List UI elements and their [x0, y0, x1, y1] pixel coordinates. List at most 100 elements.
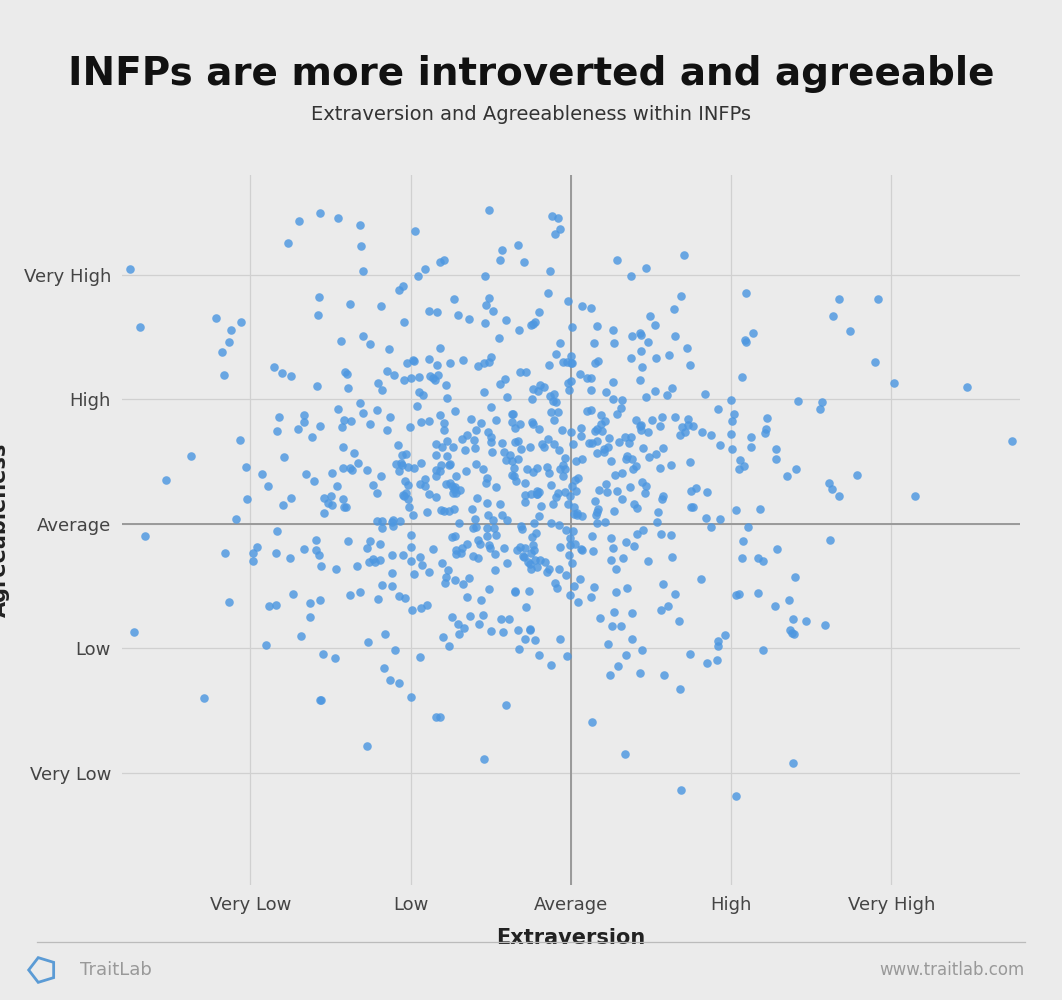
Point	[697, 386, 714, 402]
Point	[656, 667, 673, 683]
Point	[467, 440, 484, 456]
Point	[599, 636, 616, 652]
Point	[413, 455, 430, 471]
Point	[364, 477, 381, 493]
Point	[571, 366, 588, 382]
Point	[653, 491, 670, 507]
Point	[501, 447, 518, 463]
Point	[422, 368, 439, 384]
Point	[424, 541, 441, 557]
Point	[550, 442, 567, 458]
Point	[649, 514, 666, 530]
Point	[536, 439, 553, 455]
Point	[355, 328, 372, 344]
Point	[324, 465, 341, 481]
Point	[539, 431, 556, 447]
Point	[380, 341, 397, 357]
Point	[782, 622, 799, 638]
Point	[482, 623, 499, 639]
Point	[613, 400, 630, 416]
Point	[402, 553, 419, 569]
Point	[335, 439, 352, 455]
Point	[558, 522, 575, 538]
Point	[503, 406, 520, 422]
Point	[469, 550, 486, 566]
Point	[282, 490, 299, 506]
Point	[444, 609, 461, 625]
Point	[626, 538, 643, 554]
Point	[498, 312, 515, 328]
Point	[372, 552, 389, 568]
Point	[547, 226, 564, 242]
Point	[572, 541, 589, 557]
Point	[227, 511, 244, 527]
Point	[590, 482, 607, 498]
Point	[566, 472, 583, 488]
Point	[416, 261, 433, 277]
Point	[541, 561, 558, 577]
Point	[727, 502, 744, 518]
Point	[585, 543, 602, 559]
Point	[621, 435, 638, 451]
Point	[546, 436, 563, 452]
Point	[709, 401, 726, 417]
Point	[582, 382, 599, 398]
Point	[756, 425, 773, 441]
Point	[498, 389, 515, 405]
Point	[667, 586, 684, 602]
Point	[245, 553, 262, 569]
Point	[562, 537, 579, 553]
Point	[453, 431, 470, 447]
Point	[558, 567, 575, 583]
Point	[450, 626, 467, 642]
Point	[769, 541, 786, 557]
Text: INFPs are more introverted and agreeable: INFPs are more introverted and agreeable	[68, 55, 994, 93]
Point	[562, 348, 579, 364]
Point	[724, 441, 741, 457]
Point	[637, 485, 654, 501]
Point	[365, 551, 382, 567]
Point	[369, 402, 386, 418]
Point	[549, 210, 566, 226]
Point	[362, 416, 379, 432]
Point	[254, 466, 271, 482]
Point	[554, 457, 571, 473]
Point	[498, 452, 515, 468]
Point	[560, 293, 577, 309]
Text: www.traitlab.com: www.traitlab.com	[879, 961, 1025, 979]
Point	[480, 424, 497, 440]
Point	[463, 501, 480, 517]
Point	[358, 462, 375, 478]
Point	[311, 205, 328, 221]
Point	[386, 367, 402, 383]
Point	[526, 515, 543, 531]
Point	[521, 439, 538, 455]
Point	[400, 477, 417, 493]
Point	[683, 499, 700, 515]
Point	[513, 518, 530, 534]
Point	[433, 555, 450, 571]
Point	[407, 223, 424, 239]
Point	[373, 298, 390, 314]
Point	[295, 407, 312, 423]
Point	[404, 602, 421, 618]
Point	[682, 483, 699, 499]
Point	[692, 571, 709, 587]
Point	[439, 390, 456, 406]
Point	[421, 351, 438, 367]
Point	[632, 418, 649, 434]
Point	[480, 537, 497, 553]
Point	[387, 642, 404, 658]
Point	[342, 413, 359, 429]
Point	[629, 500, 646, 516]
Point	[352, 584, 369, 600]
Point	[588, 421, 605, 437]
Point	[663, 457, 680, 473]
Point	[312, 558, 329, 574]
Point	[393, 447, 410, 463]
Point	[579, 370, 596, 386]
Point	[429, 304, 446, 320]
Point	[466, 511, 483, 527]
Point	[785, 611, 802, 627]
Point	[609, 406, 626, 422]
